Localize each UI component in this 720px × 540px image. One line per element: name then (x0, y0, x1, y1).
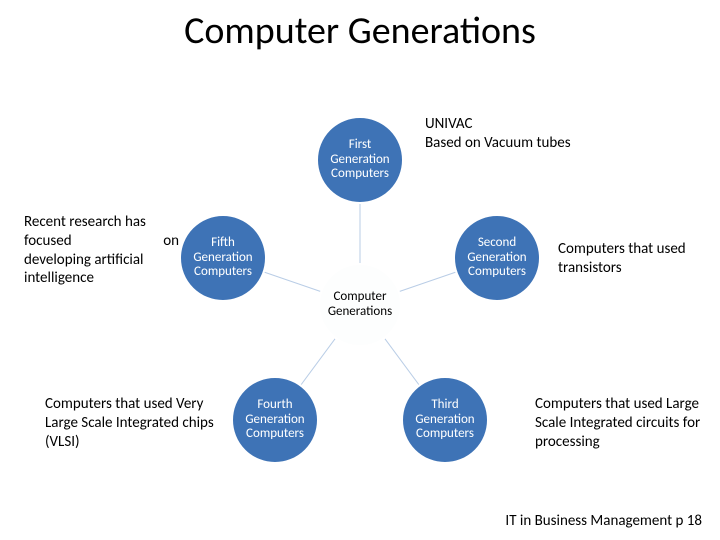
annotation-line: focused on (24, 232, 179, 251)
annotation-line: Based on Vacuum tubes (425, 134, 625, 153)
annotation-second: Computers that used transistors (558, 240, 698, 278)
node-label: Fifth Generation Computers (185, 236, 261, 281)
node-fourth: Fourth Generation Computers (231, 376, 319, 464)
node-label: Third Generation Computers (407, 398, 483, 443)
annotation-fifth: Recent research has focused on developin… (24, 213, 179, 288)
annotation-line: intelligence (24, 269, 179, 288)
annotation-third: Computers that used Large Scale Integrat… (535, 395, 705, 451)
node-label: Second Generation Computers (459, 236, 535, 281)
annotation-word: on (163, 232, 179, 251)
node-label: First Generation Computers (322, 138, 398, 183)
annotation-fourth: Computers that used Very Large Scale Int… (45, 395, 225, 451)
annotation-word: focused (24, 232, 72, 251)
node-first: First Generation Computers (316, 116, 404, 204)
annotation-line: developing artificial (24, 251, 179, 270)
node-fifth: Fifth Generation Computers (179, 214, 267, 302)
annotation-line: UNIVAC (425, 115, 625, 134)
page-title: Computer Generations (0, 8, 720, 54)
annotation-line: Recent research has (24, 213, 179, 232)
center-node-label: Computer Generations (320, 290, 400, 320)
annotation-first: UNIVAC Based on Vacuum tubes (425, 115, 625, 153)
footer-text: IT in Business Management p 18 (505, 512, 702, 530)
center-node: Computer Generations (318, 263, 402, 347)
node-third: Third Generation Computers (401, 376, 489, 464)
node-label: Fourth Generation Computers (237, 398, 313, 443)
node-second: Second Generation Computers (453, 214, 541, 302)
